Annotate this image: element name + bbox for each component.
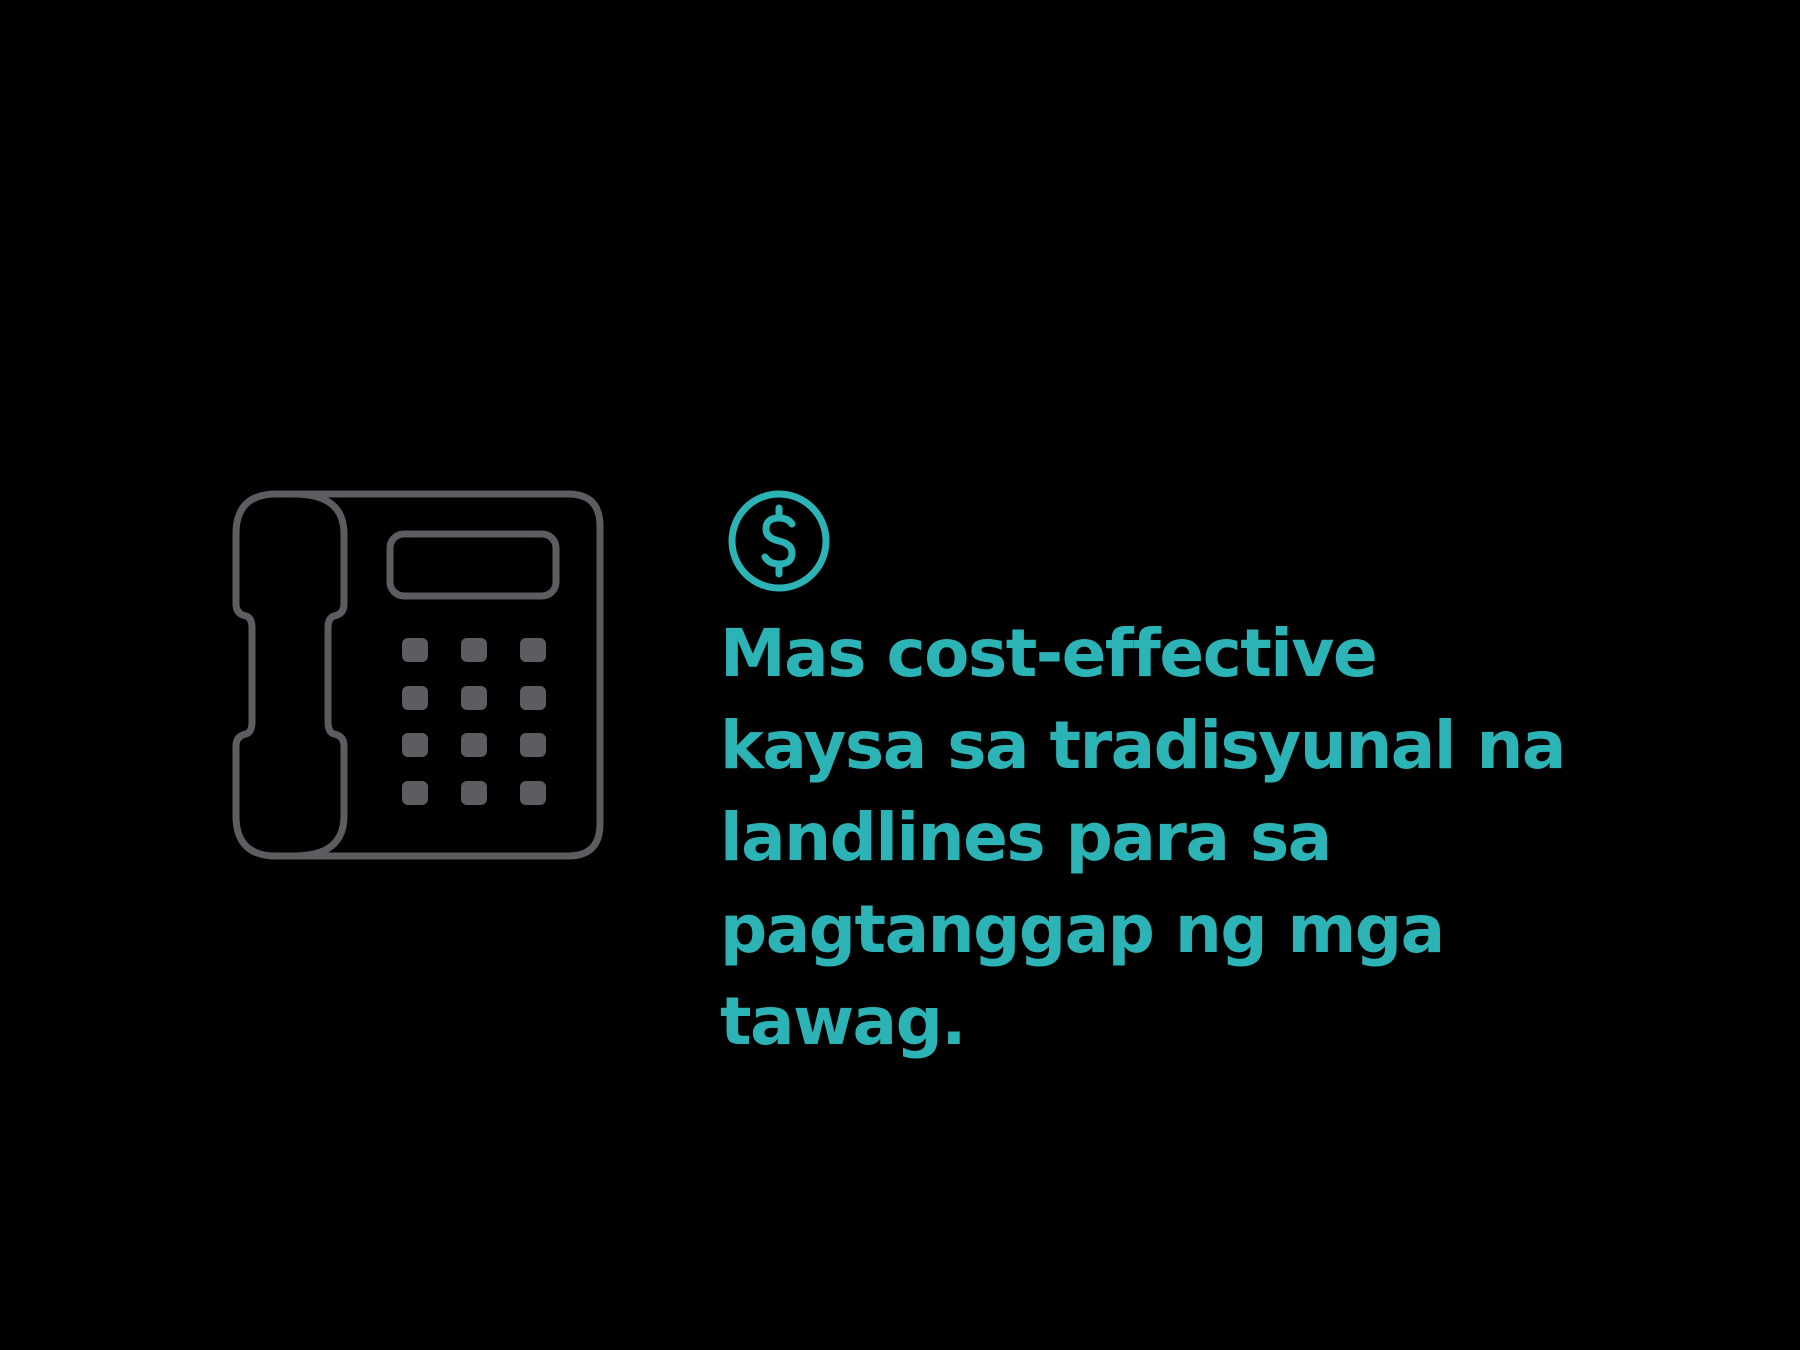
benefit-text: Mas cost-effective kaysa sa tradisyunal … xyxy=(720,608,1620,1068)
phone-display xyxy=(386,530,560,600)
phone-keypad xyxy=(402,638,546,805)
phone-handset xyxy=(232,490,348,860)
benefit-text-line: landlines para sa xyxy=(720,799,1332,876)
phone-body xyxy=(268,490,604,860)
benefit-text-line: tawag. xyxy=(720,983,966,1060)
benefit-text-line: pagtanggap ng mga xyxy=(720,891,1445,968)
dollar-circle-icon xyxy=(728,490,830,592)
desk-phone-icon xyxy=(232,490,604,860)
benefit-text-line: Mas cost-effective xyxy=(720,615,1378,692)
benefit-text-line: kaysa sa tradisyunal na xyxy=(720,707,1566,784)
